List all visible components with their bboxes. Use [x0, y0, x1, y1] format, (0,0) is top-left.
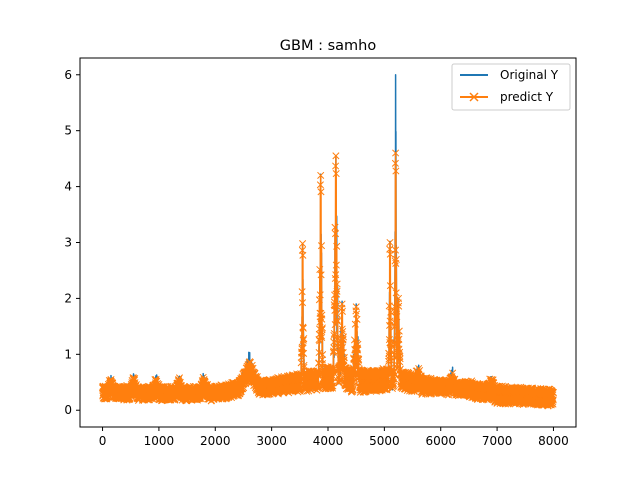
x-tick-label: 4000 [313, 434, 344, 448]
y-tick-label: 6 [64, 68, 72, 82]
x-tick-label: 6000 [425, 434, 456, 448]
x-tick-label: 2000 [200, 434, 231, 448]
x-tick-label: 8000 [538, 434, 569, 448]
y-tick-label: 1 [64, 347, 72, 361]
legend: Original Y predict Y [451, 63, 571, 111]
legend-predict-marker [469, 92, 479, 102]
axes: 0 1000 2000 3000 4000 5000 6000 7000 8000 0 1 2 3 4 5 6 [64, 57, 577, 448]
series-predict-y-markers [98, 149, 558, 410]
x-tick-label: 7000 [482, 434, 513, 448]
legend-predict-label: predict Y [500, 90, 554, 104]
y-tick-label: 5 [64, 124, 72, 138]
y-tick-label: 3 [64, 236, 72, 250]
plot-series [98, 74, 558, 410]
x-tick-label: 1000 [144, 434, 175, 448]
x-tick-label: 5000 [369, 434, 400, 448]
y-tick-label: 4 [64, 180, 72, 194]
x-tick-label: 0 [99, 434, 107, 448]
y-tick-label: 2 [64, 291, 72, 305]
x-tick-label: 3000 [256, 434, 287, 448]
legend-original-label: Original Y [500, 68, 559, 82]
y-tick-label: 0 [64, 403, 72, 417]
chart-title: GBM : samho [280, 38, 377, 54]
